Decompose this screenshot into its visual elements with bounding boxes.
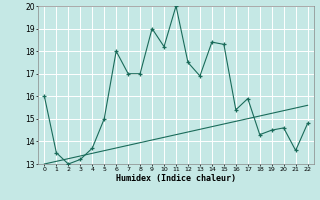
X-axis label: Humidex (Indice chaleur): Humidex (Indice chaleur) [116,174,236,183]
